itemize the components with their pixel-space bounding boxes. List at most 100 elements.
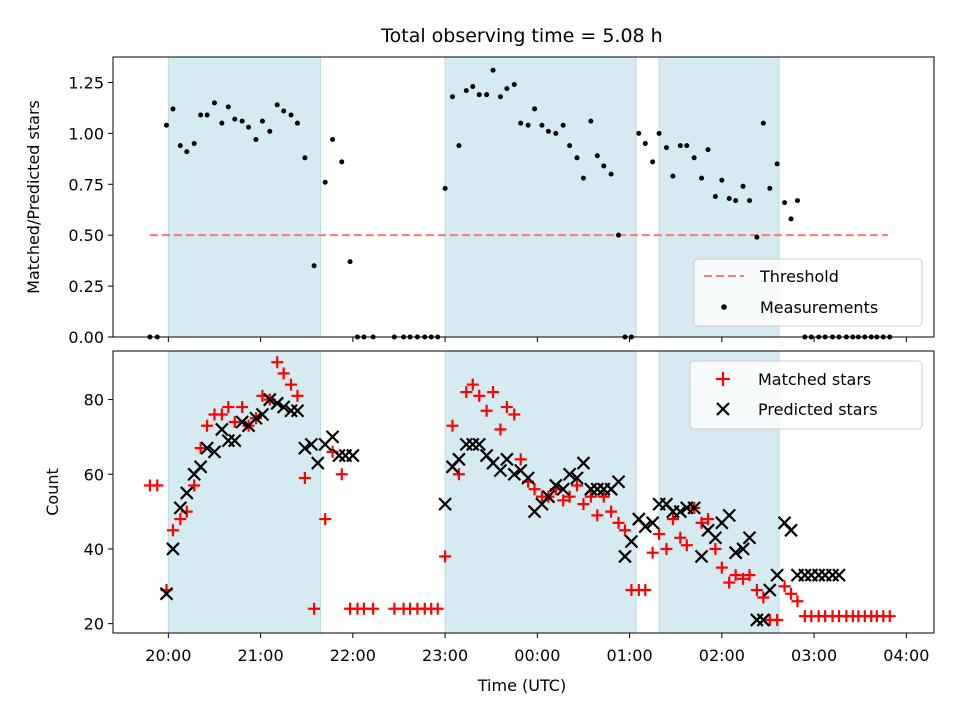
measurement-point	[184, 149, 190, 155]
measurement-point	[525, 122, 531, 128]
x-tick-label: 00:00	[514, 646, 560, 665]
matched-star-point	[674, 531, 687, 544]
predicted-star-point	[722, 508, 736, 523]
predicted-star-point	[562, 467, 577, 482]
bottom-y-tick-label: 20	[84, 615, 104, 634]
predicted-star-point	[728, 545, 743, 560]
measurement-point	[211, 100, 217, 106]
predicted-star-point	[215, 422, 229, 437]
top-y-tick-label: 0.75	[68, 175, 104, 194]
matched-star-point	[228, 415, 241, 428]
bottom-y-tick-label: 80	[84, 391, 104, 410]
measurement-point	[225, 104, 231, 110]
measurement-point	[545, 128, 551, 134]
predicted-star-point	[687, 501, 701, 515]
matched-star-point	[166, 524, 179, 537]
measurement-point	[663, 145, 669, 151]
matched-star-point	[277, 367, 290, 380]
matched-star-point	[778, 580, 791, 593]
bottom-shaded-intervals	[167, 350, 780, 634]
predicted-star-point	[507, 467, 522, 482]
measurement-point	[650, 159, 656, 165]
top-panel: 0.00 0.25 0.50 0.75 1.00 1.25 Matched/Predict…	[24, 56, 935, 347]
predicted-star-point	[556, 482, 570, 496]
matched-star-point	[285, 378, 298, 391]
measurement-point	[281, 108, 287, 114]
matched-star-point	[737, 572, 750, 585]
predicted-star-point	[298, 441, 312, 455]
shaded-interval-1	[167, 56, 322, 338]
matched-star-point	[743, 569, 756, 582]
bottom-legend-box	[689, 360, 923, 430]
legend-predicted-swatch	[716, 402, 730, 416]
predicted-star-point	[763, 583, 777, 597]
matched-star-point	[514, 453, 527, 466]
legend-threshold-label: Threshold	[759, 267, 839, 286]
matched-star-point	[446, 419, 459, 432]
matched-stars-series	[143, 356, 896, 626]
matched-star-point	[480, 404, 493, 417]
measurement-point	[274, 102, 280, 108]
measurement-point	[733, 198, 739, 204]
matched-star-point	[194, 442, 207, 455]
bottom-plot-frame	[112, 350, 935, 634]
measurement-point	[580, 175, 586, 181]
matched-star-point	[563, 490, 576, 503]
matched-star-point	[271, 356, 284, 369]
predicted-star-point	[193, 460, 208, 474]
measurement-point	[330, 136, 336, 142]
matched-star-point	[487, 386, 500, 399]
predicted-star-point	[227, 433, 242, 448]
measurement-point	[794, 198, 800, 204]
predicted-star-point	[756, 613, 771, 627]
measurement-point	[470, 84, 476, 90]
measurement-point	[588, 118, 594, 124]
predicted-star-point	[645, 516, 660, 530]
matched-star-point	[222, 401, 235, 414]
matched-star-point	[723, 576, 736, 589]
predicted-star-point	[325, 430, 340, 444]
matched-star-point	[291, 389, 304, 402]
predicted-star-point	[263, 392, 277, 407]
shaded-interval-1	[167, 350, 322, 634]
predicted-star-point	[166, 542, 180, 556]
predicted-star-point	[549, 478, 563, 493]
predicted-star-point	[736, 542, 750, 556]
top-y-axis-label: Matched/Predicted stars	[24, 100, 43, 294]
matched-star-point	[729, 569, 742, 582]
measurement-point	[699, 175, 705, 181]
matched-star-point	[695, 516, 708, 529]
matched-star-point	[750, 584, 763, 597]
top-legend: Threshold Measurements	[693, 258, 923, 327]
bottom-x-axis: 20:00 21:00 22:00 23:00 00:00 01:00 02:00 03:00…	[145, 633, 929, 665]
matched-star-point	[319, 513, 332, 526]
bottom-panel: 20 40 60 80 20:00 21:00 22:00 23:00 00:00 01:00 0…	[43, 350, 935, 695]
predicted-star-point	[784, 523, 798, 538]
matched-star-point	[584, 490, 597, 503]
matched-star-point	[508, 408, 521, 421]
matched-star-point	[367, 602, 380, 615]
measurement-point	[567, 143, 573, 149]
matched-star-point	[709, 542, 722, 555]
measurement-point	[267, 128, 273, 134]
matched-star-point	[201, 419, 214, 432]
predicted-star-point	[694, 549, 709, 564]
matched-star-point	[174, 513, 187, 526]
measurement-point	[288, 112, 294, 118]
matched-star-point	[597, 490, 610, 503]
top-y-axis: 0.00 0.25 0.50 0.75 1.00 1.25	[68, 73, 113, 347]
predicted-star-point	[173, 501, 188, 515]
predicted-star-point	[249, 411, 263, 426]
bottom-y-axis: 20 40 60 80	[84, 391, 113, 634]
predicted-star-point	[541, 489, 556, 504]
matched-star-point	[666, 513, 679, 526]
measurement-point	[539, 122, 545, 128]
measurement-point	[601, 163, 607, 169]
measurement-point	[476, 92, 482, 98]
measurement-point	[442, 185, 448, 191]
measurement-point	[294, 120, 300, 126]
predicted-star-point	[346, 448, 360, 463]
matched-star-point	[494, 423, 507, 436]
predicted-star-point	[742, 530, 757, 545]
measurement-point	[553, 130, 559, 136]
